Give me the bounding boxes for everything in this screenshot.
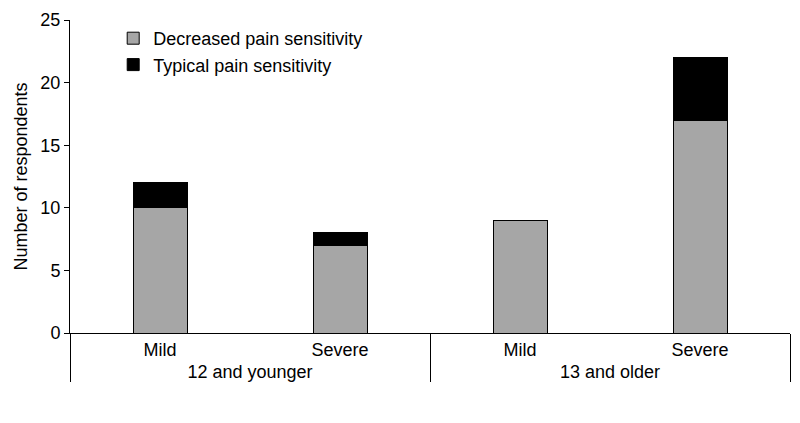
svg-text:Typical pain sensitivity: Typical pain sensitivity [153, 56, 331, 76]
svg-text:Severe: Severe [671, 340, 728, 360]
svg-text:Mild: Mild [143, 340, 176, 360]
svg-text:Severe: Severe [311, 340, 368, 360]
svg-text:0: 0 [50, 323, 60, 343]
svg-text:20: 20 [40, 73, 60, 93]
svg-text:13 and older: 13 and older [560, 362, 660, 382]
svg-text:12 and younger: 12 and younger [187, 362, 312, 382]
svg-text:10: 10 [40, 198, 60, 218]
svg-text:5: 5 [50, 261, 60, 281]
svg-text:Decreased pain sensitivity: Decreased pain sensitivity [153, 29, 362, 49]
svg-text:Number of respondents: Number of respondents [11, 82, 31, 270]
svg-text:15: 15 [40, 136, 60, 156]
svg-text:25: 25 [40, 10, 60, 30]
svg-text:Mild: Mild [503, 340, 536, 360]
